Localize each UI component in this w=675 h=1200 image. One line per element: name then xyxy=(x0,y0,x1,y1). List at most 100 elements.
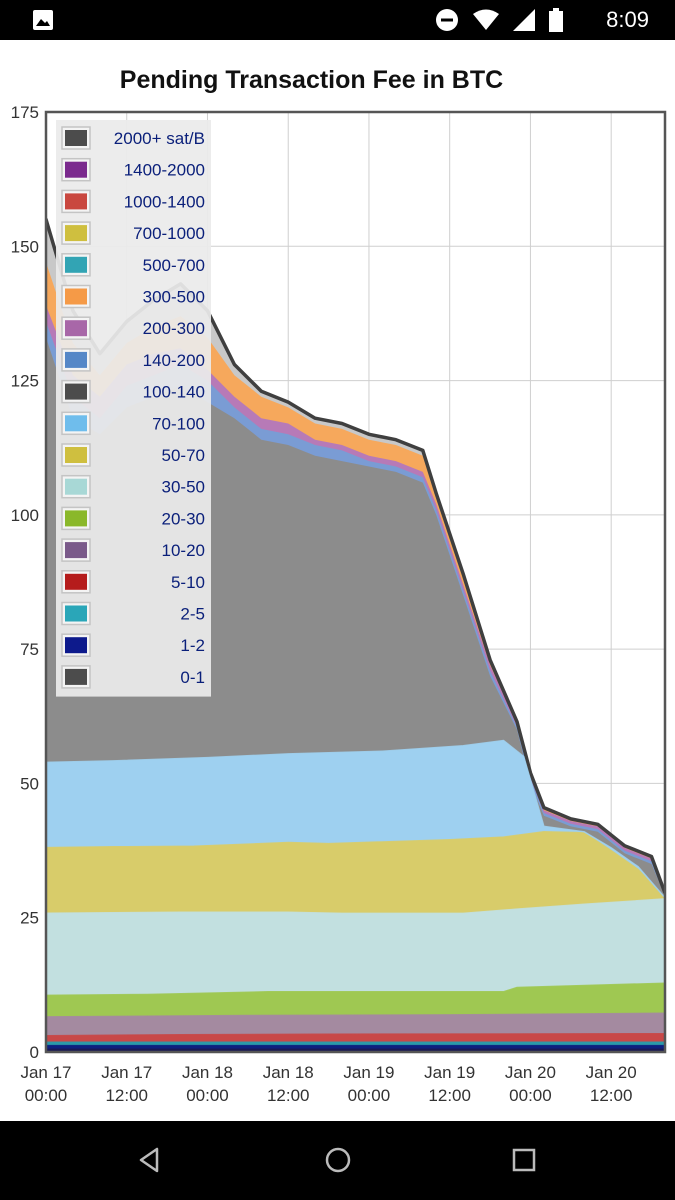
y-tick-label: 75 xyxy=(20,640,39,659)
legend-label: 1-2 xyxy=(180,636,205,655)
legend-swatch xyxy=(65,383,87,400)
legend-item[interactable]: 0-1 xyxy=(61,665,205,689)
legend-label: 100-140 xyxy=(143,383,205,402)
legend-item[interactable]: 200-300 xyxy=(61,316,205,340)
legend-swatch xyxy=(65,447,87,463)
series-line-50-70 xyxy=(46,831,665,899)
legend-item[interactable]: 100-140 xyxy=(61,379,205,404)
legend-label: 30-50 xyxy=(162,478,205,497)
legend-swatch xyxy=(65,351,87,368)
legend-item[interactable]: 1-2 xyxy=(61,633,205,657)
legend-swatch xyxy=(65,225,87,242)
y-tick-label: 150 xyxy=(11,237,39,256)
series-line-30-50 xyxy=(46,898,665,915)
chart: 0 25 50 75 100 125 150 175 Jan 17 00:00 Jan 17 12:0… xyxy=(11,103,667,1105)
legend-swatch xyxy=(65,478,87,495)
x-tick-label: 00:00 xyxy=(186,1086,229,1105)
x-tick-label: Jan 17 xyxy=(101,1063,152,1082)
x-tick-label: Jan 19 xyxy=(424,1063,475,1082)
legend-item[interactable]: 2000+ sat/B xyxy=(61,126,205,150)
legend-box xyxy=(56,120,211,697)
legend-swatch xyxy=(65,256,87,273)
x-tick-label: 00:00 xyxy=(348,1086,391,1105)
back-icon[interactable] xyxy=(137,1147,163,1173)
navigation-bar xyxy=(0,1121,675,1200)
x-tick-label: Jan 20 xyxy=(505,1063,556,1082)
legend-label: 20-30 xyxy=(162,509,205,528)
legend-label: 0-1 xyxy=(180,668,205,687)
legend-label: 140-200 xyxy=(143,351,205,370)
y-tick-label: 100 xyxy=(11,506,39,525)
x-tick-label: 12:00 xyxy=(428,1086,471,1105)
legend-item[interactable]: 700-1000 xyxy=(61,221,205,245)
x-tick-label: Jan 18 xyxy=(263,1063,314,1082)
x-tick-label: 12:00 xyxy=(105,1086,148,1105)
do-not-disturb-icon xyxy=(436,9,458,31)
wifi-icon xyxy=(473,9,499,30)
legend-swatch xyxy=(65,668,87,685)
legend-swatch xyxy=(65,193,87,210)
legend-item[interactable]: 1400-2000 xyxy=(61,157,205,182)
legend-label: 5-10 xyxy=(171,573,205,592)
y-tick-label: 25 xyxy=(20,909,39,928)
legend-swatch xyxy=(65,542,87,559)
legend-label: 2-5 xyxy=(180,605,205,624)
legend-item[interactable]: 30-50 xyxy=(61,474,205,499)
chart-title: Pending Transaction Fee in BTC xyxy=(119,66,504,94)
legend-swatch xyxy=(65,130,87,146)
legend-label: 50-70 xyxy=(162,446,205,465)
x-tick-label: Jan 19 xyxy=(343,1063,394,1082)
legend-label: 700-1000 xyxy=(133,224,205,243)
x-tick-label: Jan 17 xyxy=(20,1063,71,1082)
legend-item[interactable]: 1000-1400 xyxy=(61,189,205,214)
y-tick-label: 175 xyxy=(11,103,39,122)
series-line-5-10 xyxy=(46,1032,665,1037)
legend-item[interactable]: 140-200 xyxy=(61,348,205,372)
series-line-20-30 xyxy=(46,982,665,997)
legend: 2000+ sat/B 1400-2000 1000-1400 700-1000 500… xyxy=(56,120,211,697)
legend-item[interactable]: 500-700 xyxy=(61,253,205,277)
x-tick-label: 12:00 xyxy=(590,1086,633,1105)
x-tick-label: Jan 20 xyxy=(586,1063,637,1082)
legend-item[interactable]: 10-20 xyxy=(61,538,205,562)
gallery-icon xyxy=(33,10,53,30)
plot-border xyxy=(44,110,667,1054)
legend-label: 500-700 xyxy=(143,256,205,275)
legend-item[interactable]: 2-5 xyxy=(61,601,205,626)
legend-swatch xyxy=(65,573,87,590)
x-tick-label: 12:00 xyxy=(267,1086,310,1105)
legend-label: 70-100 xyxy=(152,414,205,433)
legend-swatch xyxy=(65,605,87,622)
y-tick-label: 125 xyxy=(11,372,39,391)
legend-swatch xyxy=(65,288,87,305)
legend-item[interactable]: 70-100 xyxy=(61,411,205,436)
legend-label: 300-500 xyxy=(143,288,205,307)
legend-swatch xyxy=(65,510,87,527)
y-tick-label: 50 xyxy=(20,774,39,793)
series-line-70-100 xyxy=(46,739,665,899)
legend-item[interactable]: 5-10 xyxy=(61,570,205,594)
series-line-10-20 xyxy=(46,1012,665,1018)
x-tick-label: 00:00 xyxy=(25,1086,68,1105)
home-icon[interactable] xyxy=(324,1146,352,1174)
legend-swatch xyxy=(65,637,87,654)
legend-swatch xyxy=(65,161,87,178)
legend-swatch xyxy=(65,415,87,432)
y-tick-label: 0 xyxy=(30,1043,39,1062)
legend-label: 1400-2000 xyxy=(124,161,205,180)
legend-item[interactable]: 300-500 xyxy=(61,284,205,309)
signal-icon xyxy=(513,9,535,31)
legend-swatch xyxy=(65,320,87,337)
legend-label: 10-20 xyxy=(162,541,205,560)
legend-label: 1000-1400 xyxy=(124,192,205,211)
legend-label: 200-300 xyxy=(143,319,205,338)
legend-item[interactable]: 50-70 xyxy=(61,443,205,467)
clock: 8:09 xyxy=(606,7,649,32)
x-tick-label: 00:00 xyxy=(509,1086,552,1105)
legend-label: 2000+ sat/B xyxy=(114,129,205,148)
battery-icon xyxy=(549,8,563,32)
legend-item[interactable]: 20-30 xyxy=(61,506,205,531)
recents-icon[interactable] xyxy=(511,1147,537,1173)
x-tick-label: Jan 18 xyxy=(182,1063,233,1082)
status-bar: 8:09 xyxy=(0,0,675,40)
